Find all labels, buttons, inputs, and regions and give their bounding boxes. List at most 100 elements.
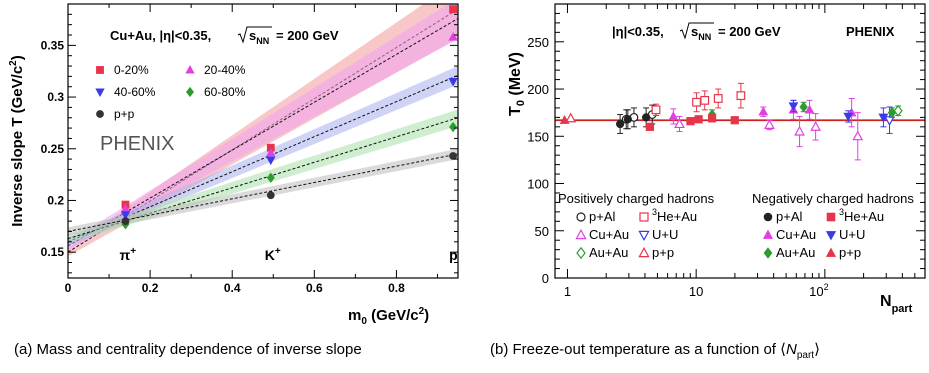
data-point-pos-Cu+Au bbox=[794, 125, 805, 136]
panel-a: 0 0.2 0.4 0.6 0.8 0.15 0.2 0.25 0.3 0.35 Inverse s… bbox=[8, 3, 459, 358]
ylabel-main: Inverse slope T (GeV/c bbox=[9, 66, 26, 227]
legend-label: 20-40% bbox=[204, 63, 246, 77]
fit-band-20-40% bbox=[68, 4, 458, 251]
y-tick-label: 0.15 bbox=[41, 245, 65, 259]
legend-neg-title: Negatively charged hadrons bbox=[752, 191, 914, 206]
legend-marker-pos-Cu+Au bbox=[575, 228, 587, 240]
data-point-pos-3He+Au bbox=[692, 97, 701, 107]
legend-name: Au+Au bbox=[776, 245, 815, 260]
legend-label-pos: p+p bbox=[652, 245, 674, 260]
plot-area-b bbox=[555, 82, 925, 161]
sqrt-nn: NN bbox=[698, 32, 711, 42]
y-tick-label: 0.25 bbox=[41, 142, 65, 156]
particle-name: p bbox=[449, 247, 458, 263]
x-tick-label-b: 1 bbox=[564, 284, 571, 299]
x-tick-label: 0.6 bbox=[306, 281, 323, 295]
data-point-60-80% bbox=[266, 172, 275, 183]
legend-marker-pos-p+Al bbox=[576, 212, 586, 222]
legend-marker-neg-U+U bbox=[825, 231, 837, 241]
energy-label: = 200 GeV bbox=[276, 28, 339, 43]
data-point-neg-U+U bbox=[878, 113, 889, 123]
data-point-pos-3He+Au bbox=[713, 94, 723, 103]
legend-label-neg: p+p bbox=[839, 245, 861, 260]
legend-name: He+Au bbox=[657, 209, 697, 224]
ylabel-b-tail: (MeV) bbox=[507, 52, 524, 100]
legend-name: p+Al bbox=[589, 209, 615, 224]
data-point-0-20% bbox=[449, 5, 457, 14]
legend-label-neg: 3He+Au bbox=[839, 207, 884, 224]
y-tick-label: 0.2 bbox=[47, 193, 64, 207]
x-axis-label-b: Npart bbox=[880, 293, 913, 315]
data-point-neg-3He+Au bbox=[694, 115, 703, 124]
x-tick-label-b: 10 bbox=[689, 284, 703, 299]
legend-name: U+U bbox=[652, 227, 678, 242]
x-axis-label: m0 (GeV/c2) bbox=[348, 306, 429, 327]
x-tick-label: 0.4 bbox=[224, 281, 241, 295]
data-point-neg-3He+Au bbox=[730, 116, 739, 125]
particle-label: π+ bbox=[119, 246, 136, 263]
y-tick-label-b: 50 bbox=[535, 224, 549, 239]
legend-label-neg: Au+Au bbox=[776, 245, 815, 260]
ylabel-tail: ) bbox=[9, 55, 26, 60]
caption-b-suffix: ⟩ bbox=[814, 341, 820, 358]
legend-label: p+p bbox=[114, 107, 135, 121]
phenix-watermark: PHENIX bbox=[100, 133, 174, 155]
particle-name: π bbox=[119, 247, 130, 263]
x-tick-sup: 2 bbox=[824, 282, 829, 292]
legend-label-neg: Cu+Au bbox=[776, 227, 816, 242]
data-point-neg-Cu+Au bbox=[758, 106, 769, 116]
legend-label: 40-60% bbox=[114, 85, 156, 99]
particle-label: K+ bbox=[265, 246, 281, 263]
x-tick-label-b: 102 bbox=[809, 282, 828, 299]
xlabel-sub: 0 bbox=[361, 316, 367, 327]
data-point-neg-p+p bbox=[559, 115, 570, 124]
sqrt-text: sNN bbox=[249, 28, 269, 46]
data-point-pos-p+p bbox=[565, 112, 577, 123]
legend-marker-0-20% bbox=[96, 66, 104, 74]
legend-marker-neg-p+Al bbox=[763, 212, 773, 222]
sqrt-nn: NN bbox=[256, 36, 269, 46]
sqrt-s: s bbox=[691, 24, 698, 39]
y-tick-label: 0.3 bbox=[47, 90, 64, 104]
fit-band-p+p bbox=[68, 148, 458, 236]
y-tick-label-b: 250 bbox=[527, 35, 549, 50]
legend-name: U+U bbox=[839, 227, 865, 242]
particle-charge: + bbox=[275, 246, 281, 257]
legend-label-neg: U+U bbox=[839, 227, 865, 242]
data-point-neg-Au+Au bbox=[799, 101, 808, 113]
legend-name: He+Au bbox=[844, 209, 884, 224]
xlabel-end: ) bbox=[424, 307, 429, 324]
data-point-neg-p+Al bbox=[642, 113, 651, 122]
legend-marker-pos-U+U bbox=[638, 230, 650, 242]
data-point-neg-Cu+Au bbox=[668, 111, 679, 121]
data-point-pos-3He+Au bbox=[700, 95, 710, 105]
legend-name: p+p bbox=[839, 245, 861, 260]
phenix-label-b: PHENIX bbox=[846, 24, 895, 39]
legend-marker-20-40% bbox=[185, 65, 195, 74]
ylabel-b-main: T bbox=[507, 106, 524, 116]
fit-band-40-60% bbox=[68, 66, 458, 246]
data-point-40-60% bbox=[120, 211, 131, 220]
data-point-pos-Cu+Au bbox=[674, 118, 685, 129]
x-tick-text: 1 bbox=[564, 284, 571, 299]
data-point-p+p bbox=[266, 191, 275, 200]
x-tick-label: 0 bbox=[65, 281, 72, 295]
energy-label: = 200 GeV bbox=[718, 24, 781, 39]
y-axis-label: Inverse slope T (GeV/c2) bbox=[8, 55, 26, 226]
data-point-neg-3He+Au bbox=[708, 114, 717, 123]
legend-label-pos: p+Al bbox=[589, 209, 615, 224]
x-tick-text: 10 bbox=[689, 284, 703, 299]
legend-label-pos: U+U bbox=[652, 227, 678, 242]
data-point-pos-3He+Au bbox=[651, 105, 661, 115]
particle-label: p bbox=[449, 247, 458, 263]
caption-b-prefix: (b) Freeze-out temperature as a function… bbox=[490, 341, 786, 358]
ylabel-sup: 2 bbox=[8, 60, 19, 66]
header-text-b: |η|<0.35, bbox=[612, 24, 664, 39]
data-point-neg-3He+Au bbox=[645, 122, 654, 131]
xlabel-main: m bbox=[348, 307, 361, 324]
legend-label-pos: Cu+Au bbox=[589, 227, 629, 242]
fit-line-p+p bbox=[68, 153, 458, 232]
xlabel-b-main: N bbox=[880, 293, 892, 310]
